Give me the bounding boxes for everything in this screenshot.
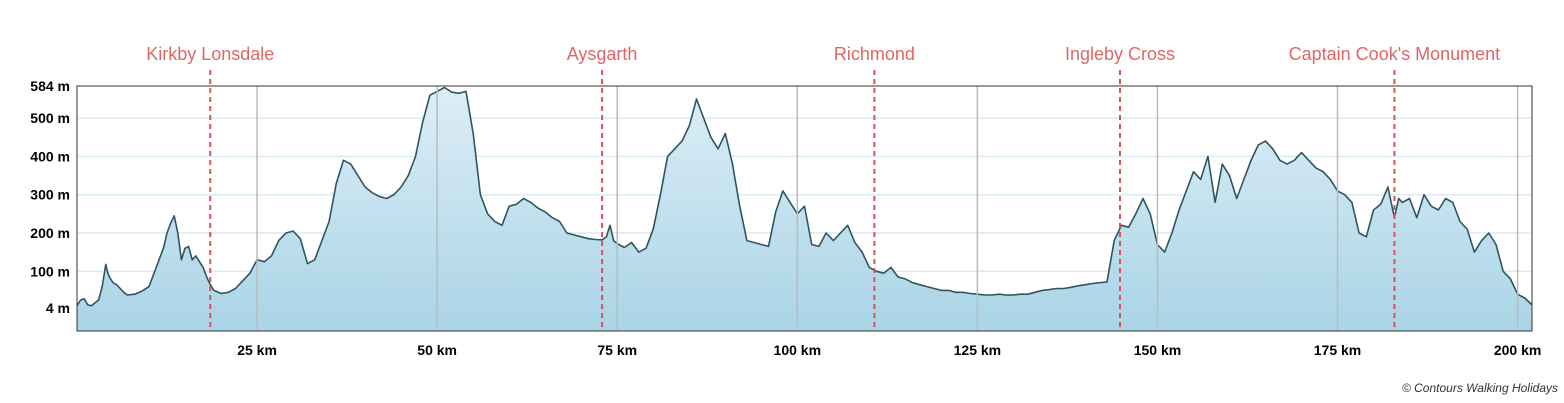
- town-marker-label: Ingleby Cross: [1065, 44, 1175, 64]
- town-marker-label: Captain Cook's Monument: [1289, 44, 1501, 64]
- town-marker-label: Aysgarth: [567, 44, 638, 64]
- copyright-credit: © Contours Walking Holidays: [1401, 381, 1558, 395]
- y-tick-label: 500 m: [30, 110, 70, 126]
- y-tick-label: 300 m: [30, 187, 70, 203]
- x-tick-label: 200 km: [1494, 342, 1541, 358]
- town-marker-label: Kirkby Lonsdale: [146, 44, 274, 64]
- x-tick-label: 50 km: [417, 342, 457, 358]
- y-axis: 4 m 100 m 200 m 300 m 400 m 500 m 584 m: [30, 78, 70, 316]
- y-tick-label: 400 m: [30, 148, 70, 164]
- y-tick-label: 584 m: [30, 78, 70, 94]
- x-tick-label: 175 km: [1314, 342, 1361, 358]
- y-tick-label: 200 m: [30, 225, 70, 241]
- y-tick-label: 100 m: [30, 263, 70, 279]
- town-markers: Kirkby Lonsdale Aysgarth Richmond Ingleby C…: [146, 44, 1500, 331]
- x-tick-label: 125 km: [954, 342, 1001, 358]
- elevation-line: [77, 86, 1532, 307]
- x-tick-label: 75 km: [597, 342, 637, 358]
- x-axis: 25 km 50 km 75 km 100 km 125 km 150 km 175 km 2…: [237, 342, 1541, 358]
- plot-frame: [76, 85, 1533, 332]
- x-tick-label: 25 km: [237, 342, 277, 358]
- y-tick-label: 4 m: [46, 300, 70, 316]
- elevation-profile-chart: Kirkby Lonsdale Aysgarth Richmond Ingleby C…: [30, 44, 1541, 358]
- vertical-gridlines: [256, 86, 1519, 331]
- x-tick-label: 100 km: [774, 342, 821, 358]
- x-tick-label: 150 km: [1134, 342, 1181, 358]
- elevation-area-layer: [77, 86, 1532, 331]
- town-marker-label: Richmond: [834, 44, 915, 64]
